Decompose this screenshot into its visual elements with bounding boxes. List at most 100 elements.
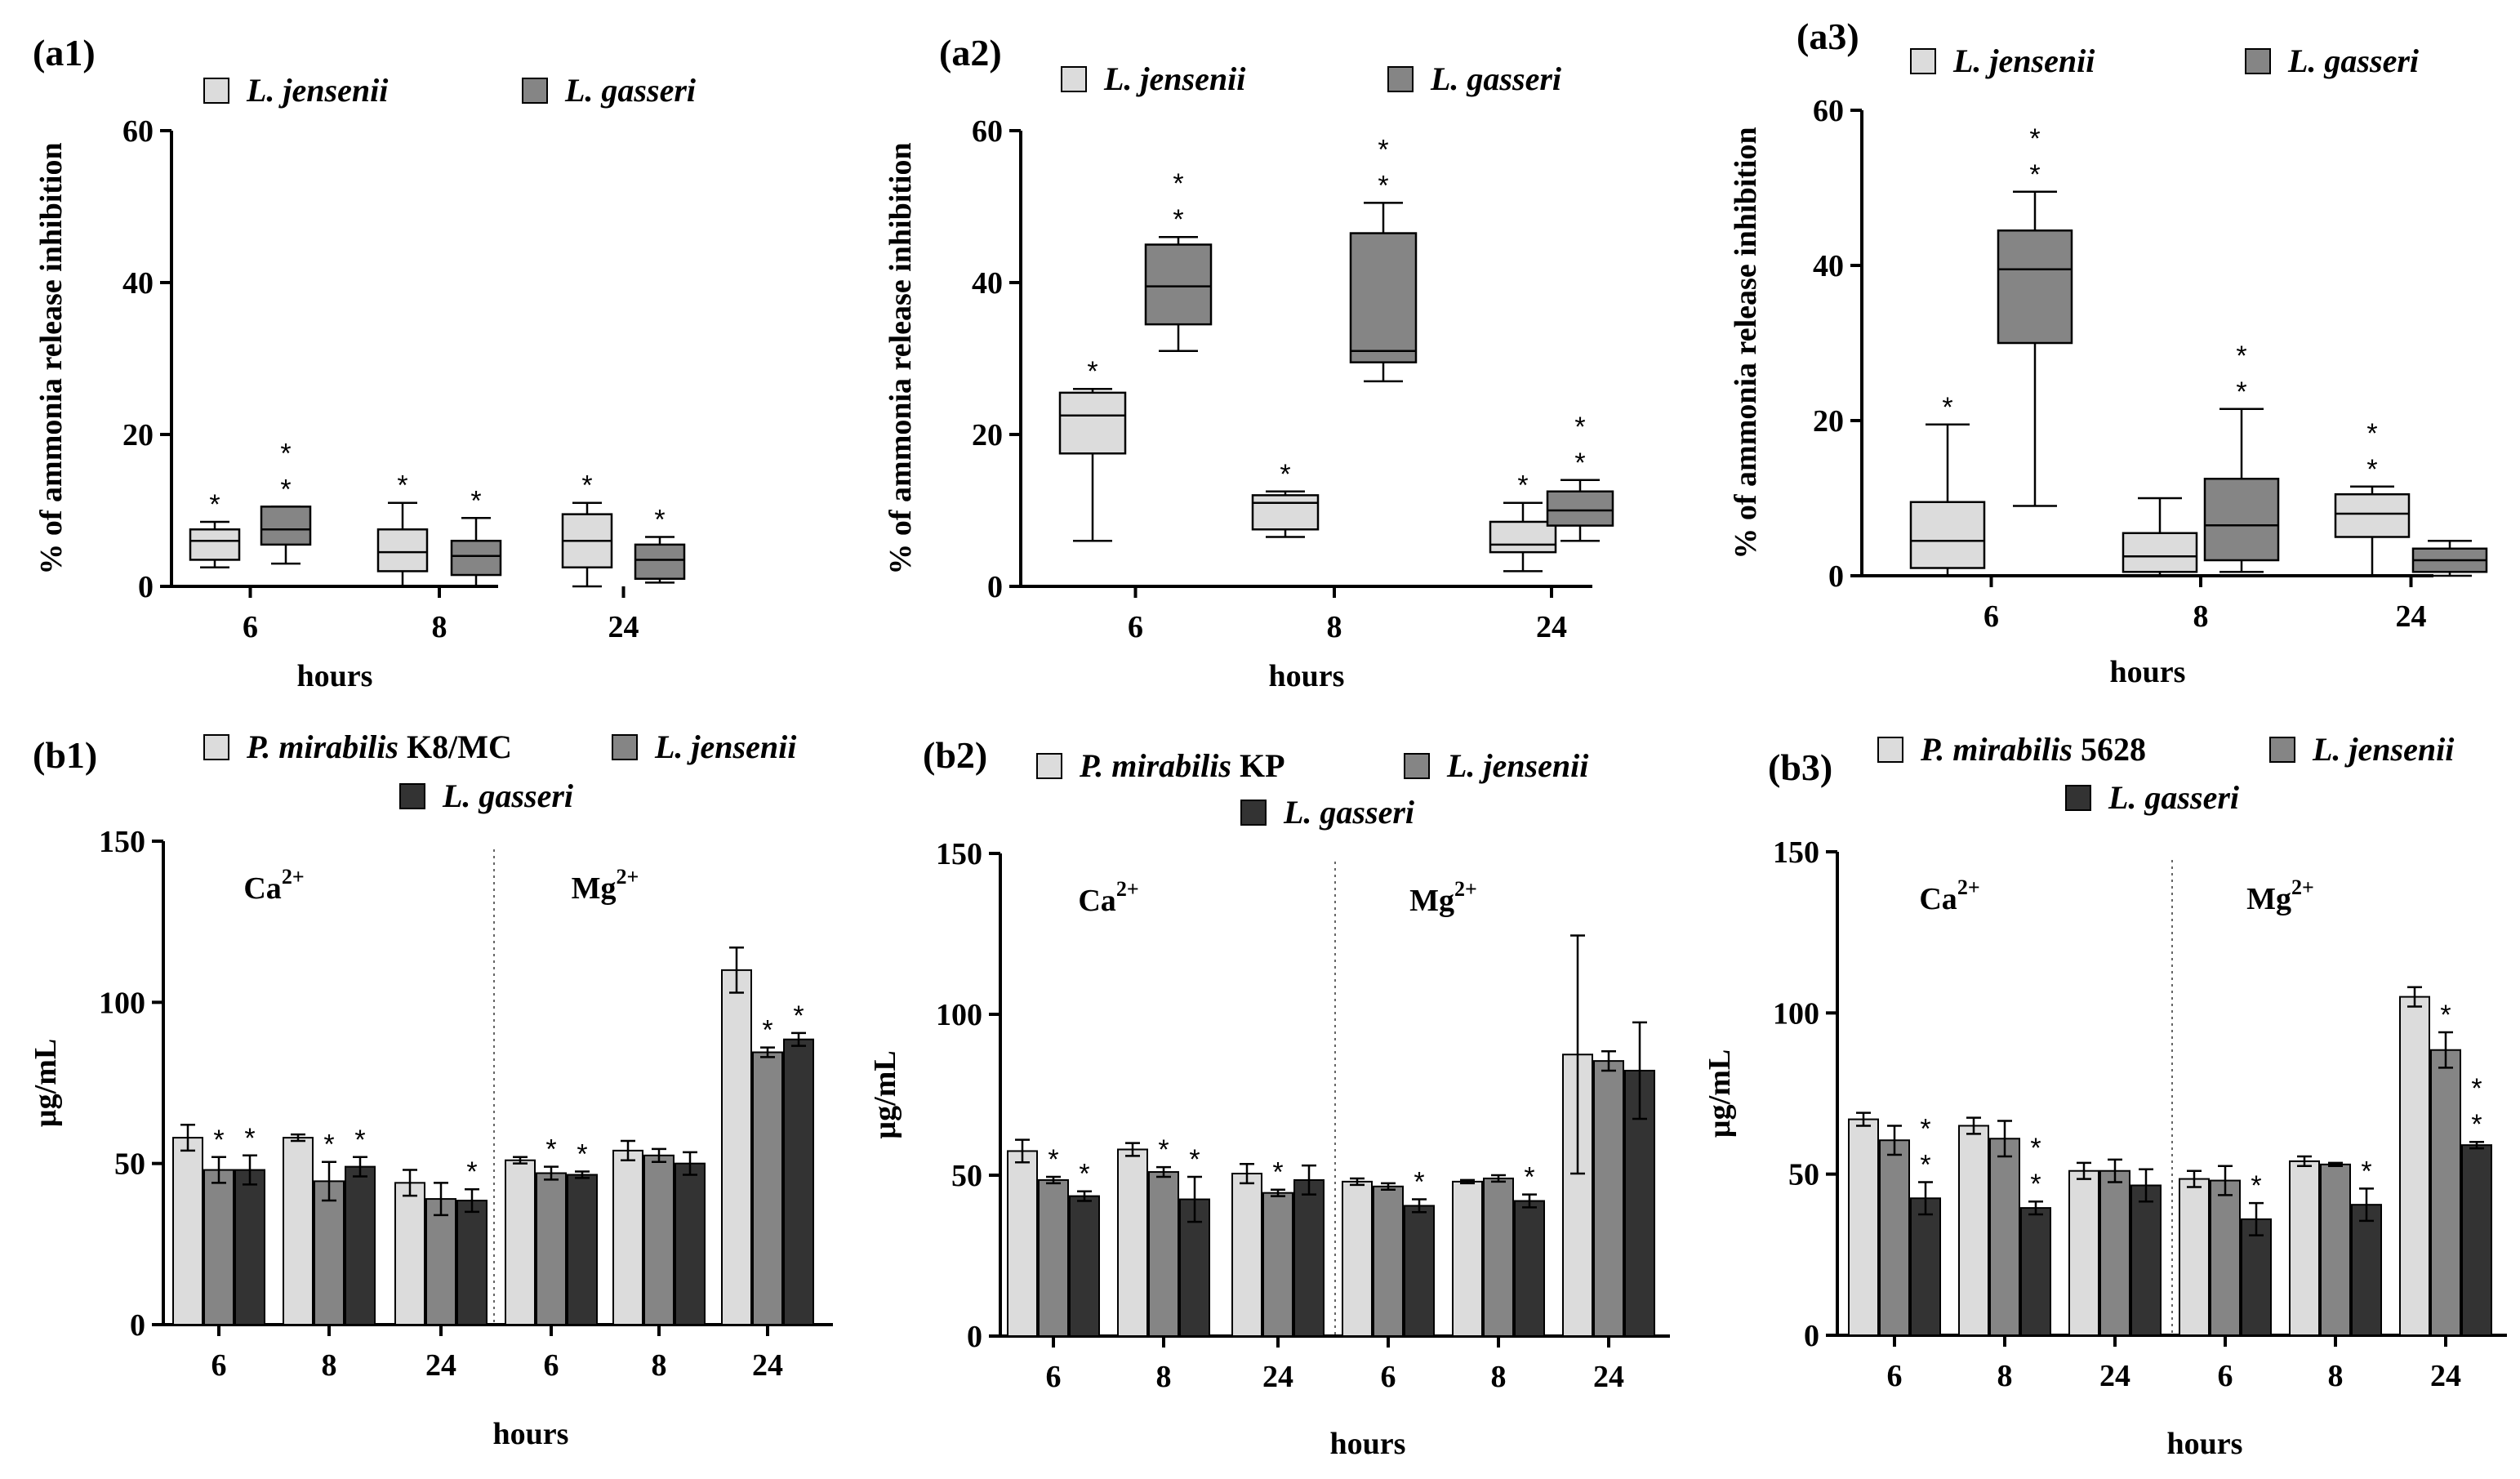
x-tick-label: 8 bbox=[1156, 1360, 1172, 1394]
significance-star: * bbox=[1173, 204, 1183, 235]
y-tick-label: 40 bbox=[122, 266, 154, 301]
y-axis-title: µg/mL bbox=[29, 1039, 63, 1127]
legend-label: L. jensenii bbox=[654, 728, 796, 765]
legend-label: L. gasseri bbox=[1283, 794, 1414, 831]
bar bbox=[536, 1172, 567, 1326]
significance-star: * bbox=[1378, 170, 1388, 201]
legend-label: L. gasseri bbox=[2287, 42, 2419, 79]
bar bbox=[345, 1165, 376, 1325]
bar bbox=[1879, 1139, 1910, 1337]
significance-star: * bbox=[2029, 123, 2040, 154]
y-tick-label: 50 bbox=[1788, 1158, 1819, 1192]
significance-star: * bbox=[2030, 1169, 2041, 1200]
bar bbox=[1452, 1180, 1483, 1337]
chart-panel-a2: 0 20 40 60 % of ammonia release inhibition ho… bbox=[884, 32, 1614, 693]
ion-label-base: Ca bbox=[1078, 884, 1115, 918]
significance-star: * bbox=[1272, 1157, 1283, 1188]
legend-swatch bbox=[203, 734, 229, 760]
bar bbox=[567, 1174, 598, 1325]
x-axis-title: hours bbox=[1330, 1427, 1406, 1461]
significance-star: * bbox=[1920, 1150, 1930, 1181]
bar bbox=[783, 1038, 814, 1325]
x-axis-title: hours bbox=[2167, 1427, 2243, 1461]
significance-star: * bbox=[1414, 1167, 1424, 1198]
y-tick-label: 0 bbox=[130, 1308, 145, 1343]
x-tick-label: 8 bbox=[1327, 610, 1342, 644]
y-tick-label: 100 bbox=[1773, 996, 1819, 1031]
y-axis-title: % of ammonia release inhibition bbox=[34, 142, 69, 574]
significance-star: * bbox=[2030, 1133, 2041, 1164]
box bbox=[376, 528, 429, 572]
significance-star: * bbox=[244, 1123, 255, 1154]
bar bbox=[1342, 1180, 1373, 1337]
x-tick-label: 6 bbox=[1046, 1360, 1062, 1394]
bar bbox=[1593, 1060, 1624, 1337]
chart-panel-a3: 0 20 40 60 % of ammonia release inhibition ho… bbox=[1729, 16, 2488, 689]
legend-label: L. gasseri bbox=[442, 777, 573, 814]
legend-label: P. mirabilis K8/MC bbox=[246, 728, 512, 765]
box bbox=[2334, 493, 2411, 538]
bar bbox=[612, 1149, 643, 1325]
ion-label-base: Mg bbox=[1409, 884, 1454, 918]
bar bbox=[2351, 1204, 2382, 1337]
y-axis-title: % of ammonia release inhibition bbox=[1729, 127, 1763, 559]
bar bbox=[1373, 1185, 1404, 1338]
bar bbox=[752, 1051, 783, 1326]
legend-label: L. jensenii bbox=[246, 72, 388, 109]
bar bbox=[1910, 1197, 1941, 1337]
legend-swatch bbox=[1061, 66, 1087, 92]
bar bbox=[1007, 1150, 1038, 1337]
significance-star: * bbox=[1173, 168, 1183, 199]
chart-panel-b3: 0 50 100 150 µg/mL hours (b3) P. mirabilis 5628… bbox=[1703, 731, 2507, 1461]
legend-label: L. jensenii bbox=[2312, 731, 2454, 768]
x-tick-label: 24 bbox=[2396, 599, 2427, 634]
significance-star: * bbox=[2366, 454, 2377, 485]
x-tick-label: 8 bbox=[322, 1348, 337, 1383]
significance-star: * bbox=[1378, 134, 1388, 165]
significance-star: * bbox=[762, 1015, 772, 1046]
significance-star: * bbox=[2029, 159, 2040, 190]
x-tick-label: 6 bbox=[243, 610, 258, 644]
y-tick-label: 40 bbox=[972, 266, 1003, 301]
x-axis-title: hours bbox=[2110, 655, 2186, 689]
significance-star: * bbox=[2236, 341, 2246, 372]
x-tick-label: 24 bbox=[1536, 610, 1567, 644]
ion-label-charge: 2+ bbox=[617, 865, 639, 889]
panel-label: (a1) bbox=[33, 32, 96, 74]
bar bbox=[1148, 1171, 1179, 1338]
x-tick-label: 6 bbox=[211, 1348, 227, 1383]
bar bbox=[283, 1137, 314, 1326]
x-tick-label: 8 bbox=[1491, 1360, 1507, 1394]
y-tick-label: 20 bbox=[972, 418, 1003, 452]
significance-star: * bbox=[280, 474, 291, 505]
bar bbox=[2320, 1163, 2351, 1336]
y-tick-label: 150 bbox=[99, 825, 145, 859]
x-tick-label: 6 bbox=[1983, 599, 1999, 634]
bar bbox=[1038, 1178, 1069, 1338]
y-tick-label: 60 bbox=[972, 114, 1003, 149]
legend-label-species: L. gasseri bbox=[2108, 779, 2239, 816]
legend-label-species: L. jensenii bbox=[1446, 747, 1588, 784]
legend-swatch bbox=[1404, 753, 1430, 779]
x-tick-label: 6 bbox=[1381, 1360, 1396, 1394]
box bbox=[634, 543, 686, 580]
legend-swatch bbox=[2245, 48, 2271, 74]
significance-star: * bbox=[1574, 412, 1585, 443]
legend-label: P. mirabilis 5628 bbox=[1920, 731, 2146, 768]
significance-star: * bbox=[2440, 1000, 2451, 1031]
bar bbox=[1989, 1138, 2020, 1336]
box bbox=[1546, 490, 1614, 527]
significance-star: * bbox=[323, 1129, 334, 1160]
legend-swatch bbox=[1877, 737, 1903, 763]
ion-label-base: Mg bbox=[572, 871, 617, 906]
ion-label: Ca2+ bbox=[243, 865, 304, 906]
x-tick-label: 8 bbox=[432, 610, 447, 644]
legend-label-species: L. jensenii bbox=[2312, 731, 2454, 768]
box bbox=[1058, 391, 1127, 455]
x-axis-title: hours bbox=[1269, 659, 1345, 693]
chart-panel-b1: 0 50 100 150 µg/mL hours (b1) P. mirabilis K8/M… bbox=[29, 728, 833, 1451]
significance-star: * bbox=[280, 438, 291, 469]
y-axis-title: % of ammonia release inhibition bbox=[884, 142, 918, 574]
bar bbox=[2289, 1160, 2320, 1336]
